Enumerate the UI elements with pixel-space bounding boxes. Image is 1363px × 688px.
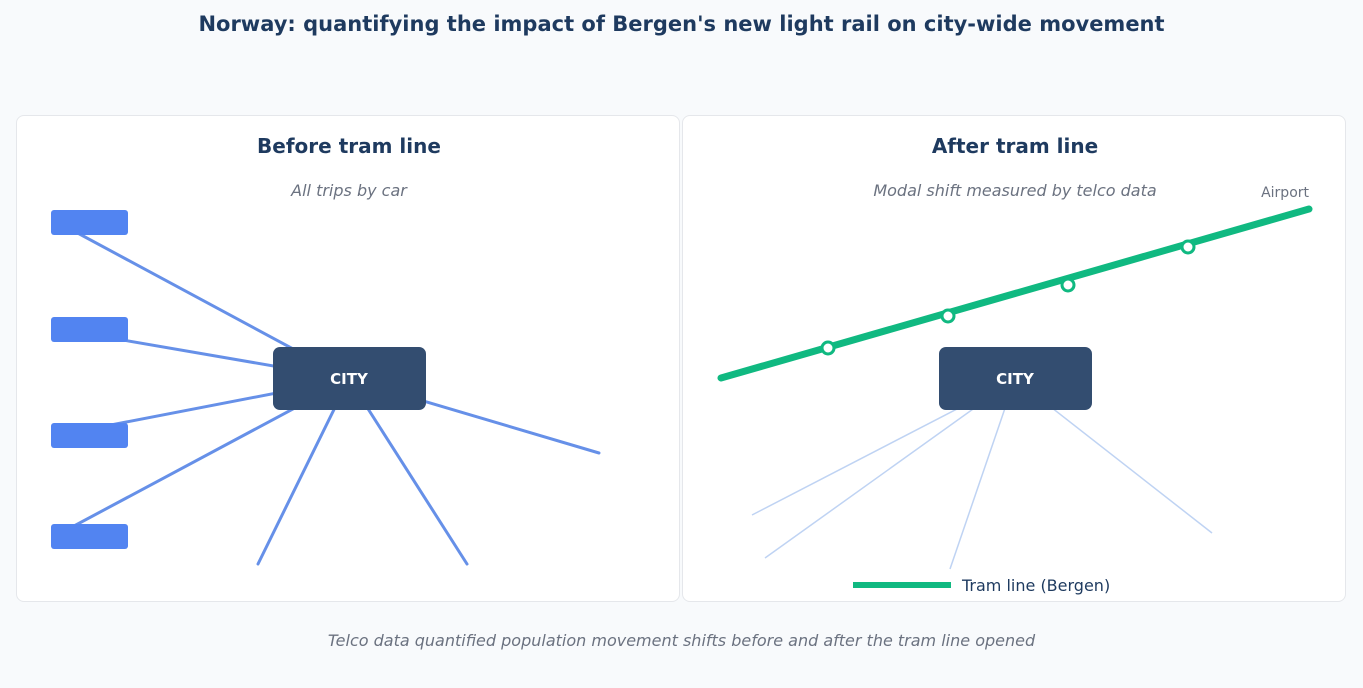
faded-trip-line	[949, 378, 1016, 570]
city-box	[939, 347, 1092, 410]
airport-label: Airport	[1261, 185, 1309, 201]
panel-heading: Before tram line	[257, 134, 441, 158]
panel-subtitle: All trips by car	[290, 181, 408, 200]
before-diagram: CITY Before tram line All trips by car	[51, 134, 601, 566]
before-panel: CITY Before tram line All trips by car	[16, 115, 680, 602]
after-diagram: CITY After tram line Modal shift measure…	[717, 134, 1313, 595]
panel-heading: After tram line	[932, 134, 1098, 158]
car-icons	[51, 210, 128, 549]
panel-subtitle: Modal shift measured by telco data	[873, 181, 1156, 200]
tram-stop	[940, 308, 956, 324]
car-icon	[51, 524, 128, 549]
after-panel: CITY After tram line Modal shift measure…	[682, 115, 1346, 602]
city-label: CITY	[996, 370, 1035, 388]
car-icon	[51, 210, 128, 235]
legend-label: Tram line (Bergen)	[961, 576, 1110, 595]
city-box	[273, 347, 426, 410]
tram-stop	[1180, 239, 1196, 255]
page-title: Norway: quantifying the impact of Bergen…	[198, 12, 1165, 36]
city-label: CITY	[330, 370, 369, 388]
tram-stop	[1060, 277, 1076, 293]
footer-caption: Telco data quantified population movemen…	[327, 631, 1036, 650]
car-icon	[51, 423, 128, 448]
tram-stop	[820, 340, 836, 356]
tram-stops	[820, 239, 1196, 356]
car-icon	[51, 317, 128, 342]
tram-line	[717, 205, 1313, 382]
